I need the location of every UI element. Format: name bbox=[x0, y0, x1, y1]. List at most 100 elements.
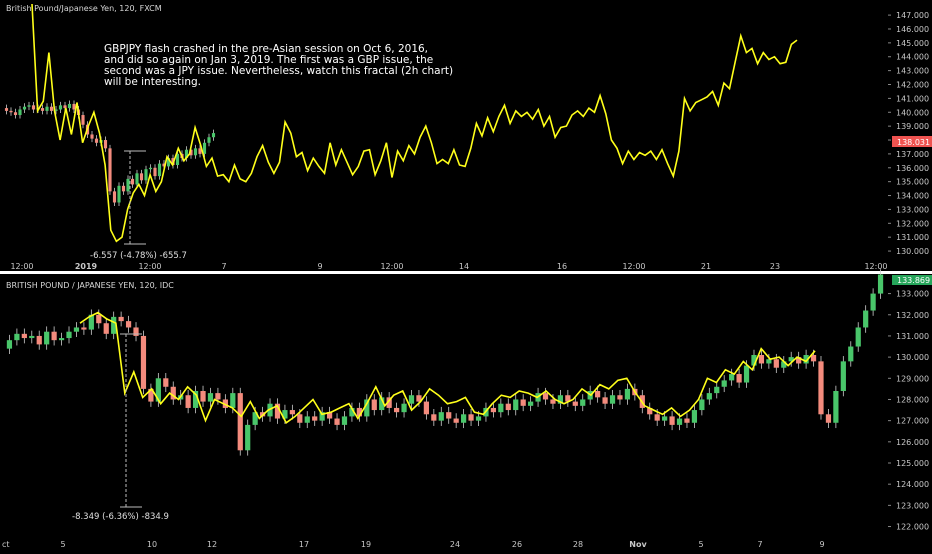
candle-body bbox=[788, 357, 794, 362]
y-tick-label: 123.000 bbox=[896, 501, 929, 510]
y-tick-label: 142.000 bbox=[896, 81, 929, 90]
candle-body bbox=[818, 361, 824, 415]
x-tick-label: ct bbox=[2, 540, 10, 549]
candle-body bbox=[691, 410, 698, 423]
candle-body bbox=[4, 108, 9, 111]
candle-body bbox=[870, 293, 876, 311]
candle-body bbox=[289, 410, 295, 415]
candle-body bbox=[198, 148, 202, 154]
x-tick-label: 28 bbox=[573, 540, 583, 549]
top-price-badge: 138.031 bbox=[892, 136, 932, 147]
candle-body bbox=[51, 331, 57, 341]
candle-body bbox=[356, 407, 362, 417]
candle-body bbox=[408, 395, 415, 404]
candle-body bbox=[475, 416, 482, 421]
x-tick-label: 12:00 bbox=[380, 262, 403, 271]
candle-body bbox=[669, 416, 675, 425]
candle-body bbox=[157, 163, 162, 177]
candle-body bbox=[9, 110, 13, 113]
candle-body bbox=[139, 173, 144, 181]
candle-body bbox=[88, 314, 94, 330]
candle-body bbox=[44, 331, 50, 345]
candle-body bbox=[729, 374, 735, 381]
y-tick-label: 139.000 bbox=[896, 122, 929, 131]
x-tick-label: 21 bbox=[701, 262, 711, 271]
candle-body bbox=[840, 361, 846, 391]
candle-body bbox=[66, 331, 72, 339]
candle-body bbox=[81, 115, 85, 125]
candle-body bbox=[758, 355, 765, 364]
y-tick-label: 135.000 bbox=[896, 178, 929, 187]
bottom-chart-title: BRITISH POUND / JAPANESE YEN, 120, IDC bbox=[6, 281, 174, 290]
candle-body bbox=[125, 321, 132, 328]
candle-body bbox=[215, 393, 221, 400]
candle-body bbox=[580, 399, 586, 406]
candle-body bbox=[461, 414, 467, 423]
candle-body bbox=[513, 399, 519, 411]
x-tick-label: 19 bbox=[361, 540, 371, 549]
candle-body bbox=[848, 346, 854, 362]
candle-body bbox=[21, 333, 27, 339]
candle-body bbox=[766, 359, 772, 364]
candle-body bbox=[542, 393, 549, 400]
x-tick-label: 14 bbox=[459, 262, 469, 271]
candle-body bbox=[6, 340, 13, 349]
candle-body bbox=[170, 386, 176, 400]
candle-body bbox=[63, 105, 67, 109]
candle-body bbox=[751, 355, 757, 366]
panel-divider bbox=[0, 271, 932, 274]
candle-body bbox=[126, 178, 130, 192]
x-tick-label: 26 bbox=[512, 540, 522, 549]
annotation-line-3: second was a JPY issue. Nevertheless, wa… bbox=[104, 65, 453, 77]
y-tick-label: 132.000 bbox=[896, 219, 929, 228]
x-tick-label: 5 bbox=[60, 540, 65, 549]
candle-body bbox=[144, 169, 148, 181]
candle-body bbox=[341, 416, 348, 425]
candle-body bbox=[379, 397, 385, 411]
candle-body bbox=[108, 148, 112, 192]
candle-body bbox=[230, 393, 236, 408]
candle-body bbox=[207, 137, 211, 143]
candle-body bbox=[855, 327, 861, 347]
x-tick-label: 12 bbox=[207, 540, 217, 549]
y-tick-label: 147.000 bbox=[896, 11, 929, 20]
top-chart-title: British Pound/Japanese Yen, 120, FXCM bbox=[6, 4, 162, 13]
x-tick-label: 9 bbox=[819, 540, 824, 549]
y-tick-label: 124.000 bbox=[896, 480, 929, 489]
candle-body bbox=[654, 414, 660, 421]
y-tick-label: 143.000 bbox=[896, 67, 929, 76]
candle-body bbox=[684, 418, 690, 423]
y-tick-label: 144.000 bbox=[896, 53, 929, 62]
candle-body bbox=[148, 388, 154, 402]
candle-body bbox=[184, 149, 189, 159]
candle-body bbox=[211, 133, 216, 138]
y-tick-label: 126.000 bbox=[896, 438, 929, 447]
candle-body bbox=[617, 395, 623, 400]
candle-body bbox=[825, 414, 832, 423]
top-chart-panel: British Pound/Japanese Yen, 120, FXCM GB… bbox=[4, 3, 932, 271]
y-tick-label: 128.000 bbox=[896, 395, 929, 404]
x-tick-label: 9 bbox=[317, 262, 322, 271]
candle-body bbox=[520, 399, 526, 406]
bottom-price-badge-text: 133.869 bbox=[897, 276, 930, 285]
candle-body bbox=[304, 416, 310, 423]
candle-body bbox=[58, 105, 63, 110]
candle-body bbox=[595, 391, 601, 398]
yellow-fractal-line bbox=[31, 3, 798, 243]
candle-body bbox=[282, 410, 288, 419]
candle-body bbox=[438, 412, 444, 421]
candle-body bbox=[498, 403, 504, 413]
candle-body bbox=[202, 142, 207, 154]
candle-body bbox=[193, 148, 198, 156]
y-tick-label: 140.000 bbox=[896, 108, 929, 117]
candle-body bbox=[714, 386, 720, 394]
candle-body bbox=[155, 378, 161, 402]
candle-body bbox=[602, 397, 608, 404]
candle-body bbox=[736, 374, 742, 383]
y-tick-label: 125.000 bbox=[896, 459, 929, 468]
candle-body bbox=[49, 106, 54, 111]
candle-body bbox=[163, 378, 169, 387]
candle-body bbox=[609, 395, 616, 404]
candle-body bbox=[326, 412, 333, 419]
